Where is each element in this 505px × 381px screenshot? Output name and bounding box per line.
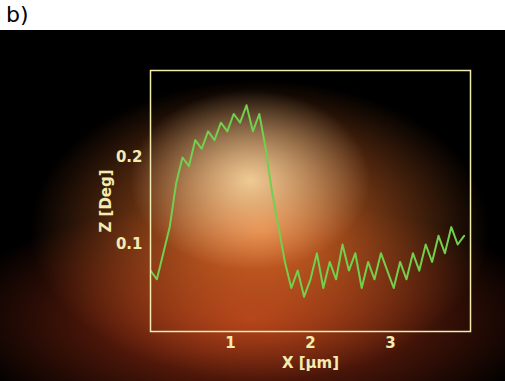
- svg-text:2: 2: [305, 334, 315, 352]
- html-text:b): b): [6, 2, 29, 27]
- svg-text:Z [Deg]: Z [Deg]: [97, 169, 115, 232]
- svg-text:0.2: 0.2: [116, 148, 143, 166]
- svg-text:X [µm]: X [µm]: [282, 354, 339, 372]
- svg-text:0.1: 0.1: [116, 235, 143, 253]
- svg-text:3: 3: [385, 334, 395, 352]
- svg-text:1: 1: [225, 334, 235, 352]
